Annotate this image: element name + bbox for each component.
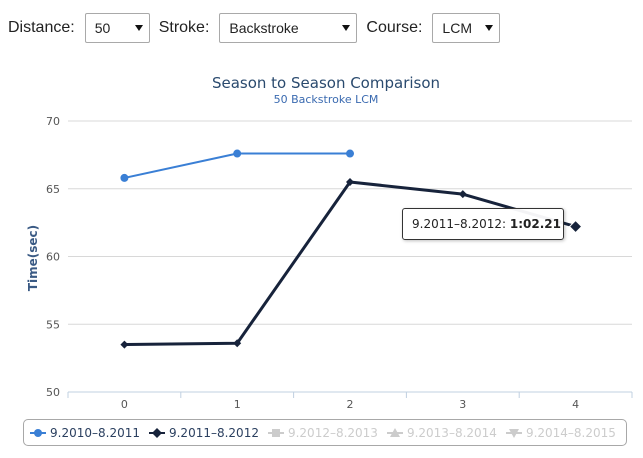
legend-label: 9.2010–8.2011 [50, 425, 140, 440]
data-point[interactable] [346, 149, 354, 158]
x-tick-label: 3 [459, 398, 466, 411]
x-axis-ticks: 0 1 2 3 4 [67, 391, 633, 411]
chart: Season to Season Comparison 50 Backstrok… [26, 74, 633, 411]
y-tick-label: 65 [46, 183, 60, 196]
course-value: LCM [442, 20, 472, 36]
chart-subtitle: 50 Backstroke LCM [274, 93, 379, 106]
chevron-down-icon [134, 25, 143, 31]
data-point[interactable] [233, 339, 242, 348]
x-tick-label: 1 [234, 398, 241, 411]
tooltip-series: 9.2011–8.2012: [412, 217, 507, 231]
stroke-value: Backstroke [229, 20, 299, 36]
data-point[interactable] [120, 340, 129, 349]
y-tick-label: 50 [46, 386, 60, 399]
series-points [120, 149, 583, 349]
y-axis-label: Time(sec) [26, 225, 40, 291]
y-tick-label: 55 [46, 318, 60, 331]
chevron-down-icon [342, 25, 351, 31]
legend-label: 9.2013–8.2014 [406, 425, 497, 440]
filter-bar: Distance: 50 Stroke: Backstroke Course: … [0, 12, 643, 44]
distance-value: 50 [94, 20, 111, 36]
legend: 9.2010–8.2011 9.2011–8.2012 9.2012–8.201… [23, 419, 627, 446]
distance-select[interactable]: 50 [84, 13, 150, 43]
tooltip-value: 1:02.21 [509, 217, 561, 231]
data-point[interactable] [458, 190, 467, 199]
legend-label: 9.2012–8.2013 [287, 425, 378, 440]
stroke-label: Stroke: [158, 19, 210, 36]
x-tick-label: 2 [347, 398, 354, 411]
legend-item-2011-2012[interactable]: 9.2011–8.2012 [148, 425, 259, 440]
legend-label: 9.2011–8.2012 [168, 425, 259, 440]
legend-item-2013-2014[interactable]: 9.2013–8.2014 [386, 425, 497, 440]
tooltip: 9.2011–8.2012: 1:02.21 [402, 208, 564, 240]
chevron-down-icon [485, 25, 494, 31]
stroke-select[interactable]: Backstroke [219, 13, 358, 43]
course-select[interactable]: LCM [432, 13, 501, 43]
y-tick-label: 70 [46, 115, 60, 128]
legend-item-2012-2013[interactable]: 9.2012–8.2013 [267, 425, 378, 440]
legend-item-2014-2015[interactable]: 9.2014–8.2015 [505, 425, 616, 440]
y-tick-label: 60 [46, 251, 60, 264]
legend-diamond-icon [148, 427, 165, 438]
legend-label: 9.2014–8.2015 [525, 425, 616, 440]
series-line [124, 180, 577, 347]
x-tick-label: 4 [572, 398, 579, 411]
data-point[interactable] [568, 219, 583, 234]
grid-lines: 50 55 60 65 70 [46, 115, 632, 399]
x-tick-label: 0 [121, 398, 128, 411]
legend-triangle-icon [386, 427, 403, 437]
legend-circle-icon [30, 428, 46, 437]
chart-title: Season to Season Comparison [212, 74, 440, 92]
legend-triangle-down-icon [505, 428, 522, 438]
data-point[interactable] [120, 173, 129, 182]
distance-label: Distance: [8, 19, 75, 36]
legend-square-icon [267, 428, 284, 437]
data-point[interactable] [233, 149, 242, 158]
legend-item-2010-2011[interactable]: 9.2010–8.2011 [30, 426, 140, 440]
data-point[interactable] [346, 177, 354, 186]
course-label: Course: [366, 19, 423, 36]
